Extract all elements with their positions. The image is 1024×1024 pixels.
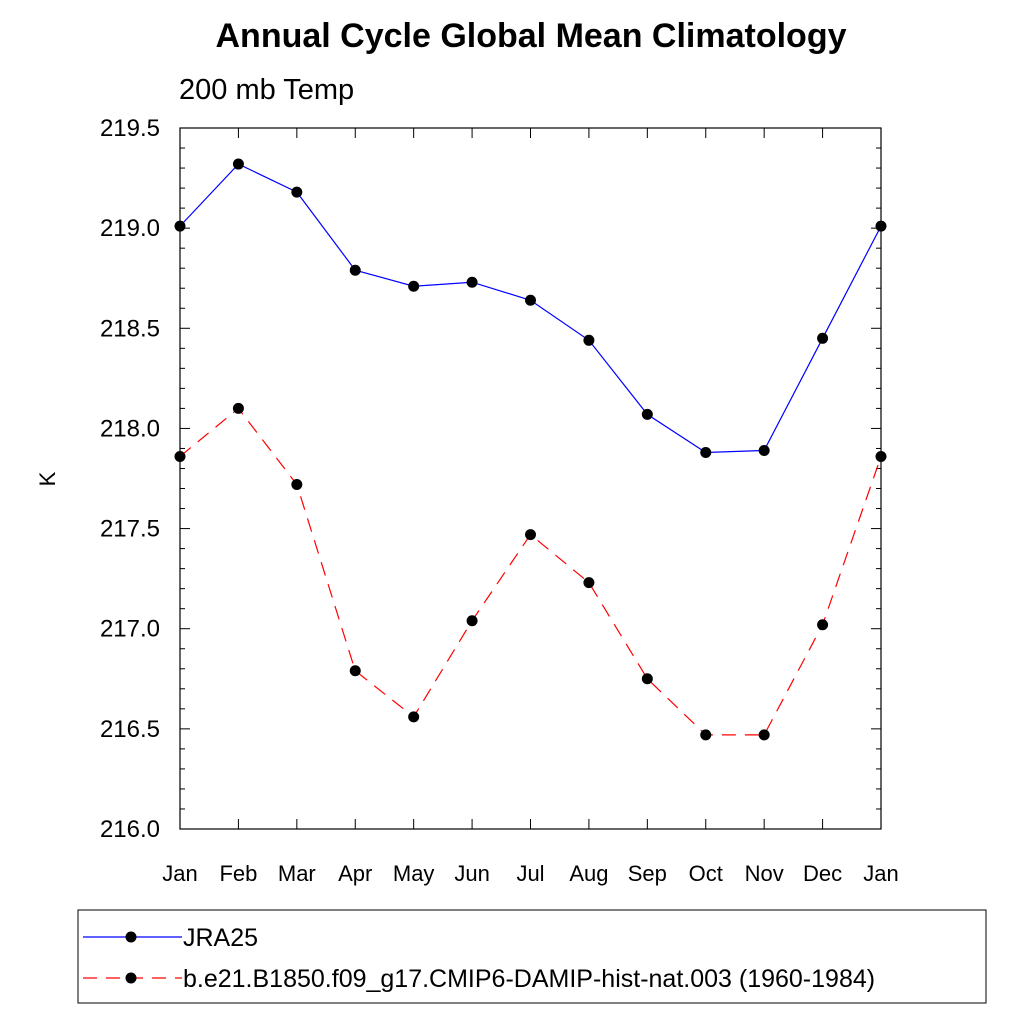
legend-label-1: b.e21.B1850.f09_g17.CMIP6-DAMIP-hist-nat… xyxy=(183,965,875,993)
plot-axes: 216.0 216.5 217.0 217.5 218.0 218.5 219.0 219.5… xyxy=(100,115,899,886)
data-point xyxy=(525,529,536,541)
data-point xyxy=(408,280,420,292)
data-point xyxy=(758,444,770,456)
data-point xyxy=(408,711,420,723)
data-point xyxy=(466,276,478,288)
data-point xyxy=(232,158,244,170)
data-point xyxy=(641,673,653,685)
x-tick-label: Sep xyxy=(628,861,667,886)
legend-marker-0 xyxy=(125,931,137,943)
legend-box xyxy=(77,909,987,1004)
y-tick-label: 219.0 xyxy=(100,215,160,242)
data-point xyxy=(525,294,536,306)
x-tick-label: May xyxy=(393,861,435,886)
x-tick-label: Aug xyxy=(569,861,608,886)
y-tick-label: 216.5 xyxy=(100,716,160,743)
x-tick-label: Jan xyxy=(863,861,898,886)
x-tick-label: Oct xyxy=(689,861,723,886)
y-tick-label: 218.0 xyxy=(100,415,160,442)
series-line-0 xyxy=(179,163,882,454)
data-point xyxy=(817,619,829,631)
y-axis-label: K xyxy=(35,471,60,486)
legend-marker-1 xyxy=(125,972,137,984)
x-tick-label: Jan xyxy=(162,861,197,886)
x-tick-label: Jun xyxy=(454,861,489,886)
x-tick-label: Apr xyxy=(338,861,372,886)
data-point xyxy=(641,408,653,420)
data-point xyxy=(583,577,595,589)
data-point xyxy=(232,402,244,414)
data-point xyxy=(758,729,770,741)
x-tick-label: Jul xyxy=(516,861,544,886)
data-point xyxy=(291,186,303,198)
y-tick-label: 219.5 xyxy=(100,115,160,142)
data-point xyxy=(466,615,478,627)
chart-title: Annual Cycle Global Mean Climatology xyxy=(216,17,847,55)
data-point xyxy=(291,479,303,491)
y-tick-label: 218.5 xyxy=(100,315,160,342)
data-point xyxy=(700,446,712,458)
data-point xyxy=(349,264,361,276)
x-tick-label: Feb xyxy=(219,861,257,886)
legend: JRA25 b.e21.B1850.f09_g17.CMIP6-DAMIP-his… xyxy=(77,909,987,1004)
x-tick-label: Mar xyxy=(278,861,316,886)
data-point xyxy=(349,665,361,677)
data-point xyxy=(174,220,186,232)
legend-label-0: JRA25 xyxy=(183,924,258,952)
chart-subtitle: 200 mb Temp xyxy=(179,74,354,106)
plot-frame xyxy=(179,127,882,830)
data-point xyxy=(583,334,595,346)
data-point xyxy=(700,729,712,741)
series-line-1 xyxy=(179,407,882,736)
x-tick-label: Nov xyxy=(745,861,784,886)
y-tick-label: 217.0 xyxy=(100,616,160,643)
plot-series xyxy=(174,158,887,741)
y-tick-label: 216.0 xyxy=(100,816,160,843)
data-point xyxy=(875,450,887,462)
data-point xyxy=(817,332,829,344)
x-tick-label: Dec xyxy=(803,861,842,886)
data-point xyxy=(875,220,887,232)
y-tick-label: 217.5 xyxy=(100,516,160,543)
data-point xyxy=(174,450,186,462)
